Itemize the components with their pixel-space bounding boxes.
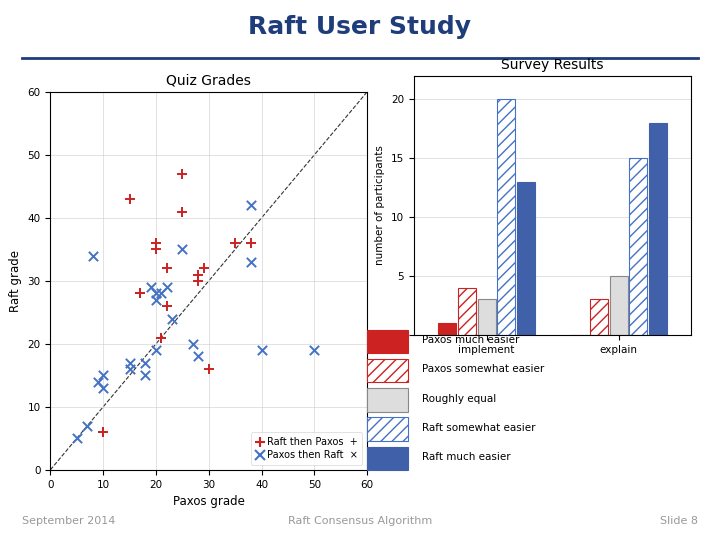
Point [256, 346, 267, 354]
Point [87, 251, 99, 260]
Point [166, 314, 178, 323]
Point [192, 270, 204, 279]
Point [81, 421, 93, 430]
Text: Roughly equal: Roughly equal [422, 394, 497, 403]
Bar [498, 99, 516, 335]
Point [161, 283, 172, 292]
Text: Slide 8: Slide 8 [660, 516, 698, 526]
Point [150, 289, 162, 298]
Point [176, 170, 188, 178]
Point [230, 239, 241, 247]
FancyBboxPatch shape [367, 447, 408, 470]
Bar [610, 276, 628, 335]
Point [145, 283, 156, 292]
Text: Raft User Study: Raft User Study [248, 15, 472, 39]
Point [97, 428, 109, 436]
Point [135, 289, 146, 298]
FancyBboxPatch shape [367, 388, 408, 411]
Point [161, 264, 172, 273]
Point [156, 333, 167, 342]
Point [97, 383, 109, 392]
Title: Quiz Grades: Quiz Grades [166, 74, 251, 88]
Text: Raft much easier: Raft much easier [422, 452, 510, 462]
Bar [629, 158, 647, 335]
Point [92, 377, 104, 386]
Point [156, 333, 167, 342]
Point [192, 276, 204, 285]
Bar [517, 181, 535, 335]
Point [150, 239, 162, 247]
Point [71, 434, 83, 443]
Point [176, 207, 188, 216]
FancyBboxPatch shape [367, 417, 408, 441]
Point [97, 371, 109, 380]
Y-axis label: Raft grade: Raft grade [9, 250, 22, 312]
Point [97, 428, 109, 436]
Point [150, 295, 162, 304]
Point [140, 359, 151, 367]
Point [192, 352, 204, 361]
Point [246, 201, 257, 210]
Text: Paxos much easier: Paxos much easier [422, 335, 520, 345]
Point [198, 264, 210, 273]
Text: Raft Consensus Algorithm: Raft Consensus Algorithm [288, 516, 432, 526]
Y-axis label: number of participants: number of participants [375, 145, 385, 265]
Text: September 2014: September 2014 [22, 516, 115, 526]
Point [135, 289, 146, 298]
Bar [458, 288, 476, 335]
Bar [590, 300, 608, 335]
Point [150, 245, 162, 254]
FancyBboxPatch shape [367, 330, 408, 353]
Point [140, 371, 151, 380]
FancyBboxPatch shape [367, 359, 408, 382]
Point [246, 239, 257, 247]
Point [124, 359, 135, 367]
Point [161, 302, 172, 310]
Text: Paxos somewhat easier: Paxos somewhat easier [422, 364, 544, 374]
Point [150, 346, 162, 354]
Bar [438, 323, 456, 335]
Bar [477, 300, 495, 335]
Point [176, 245, 188, 254]
X-axis label: Paxos grade: Paxos grade [173, 495, 245, 508]
Legend: Raft then Paxos  +, Paxos then Raft  ×: Raft then Paxos +, Paxos then Raft × [251, 433, 362, 465]
Point [203, 364, 215, 373]
Point [124, 364, 135, 373]
Point [124, 194, 135, 203]
Text: Raft somewhat easier: Raft somewhat easier [422, 423, 536, 433]
Point [309, 346, 320, 354]
Point [156, 289, 167, 298]
Point [246, 258, 257, 266]
Point [187, 340, 199, 348]
Title: Survey Results: Survey Results [501, 58, 604, 72]
Bar [649, 123, 667, 335]
